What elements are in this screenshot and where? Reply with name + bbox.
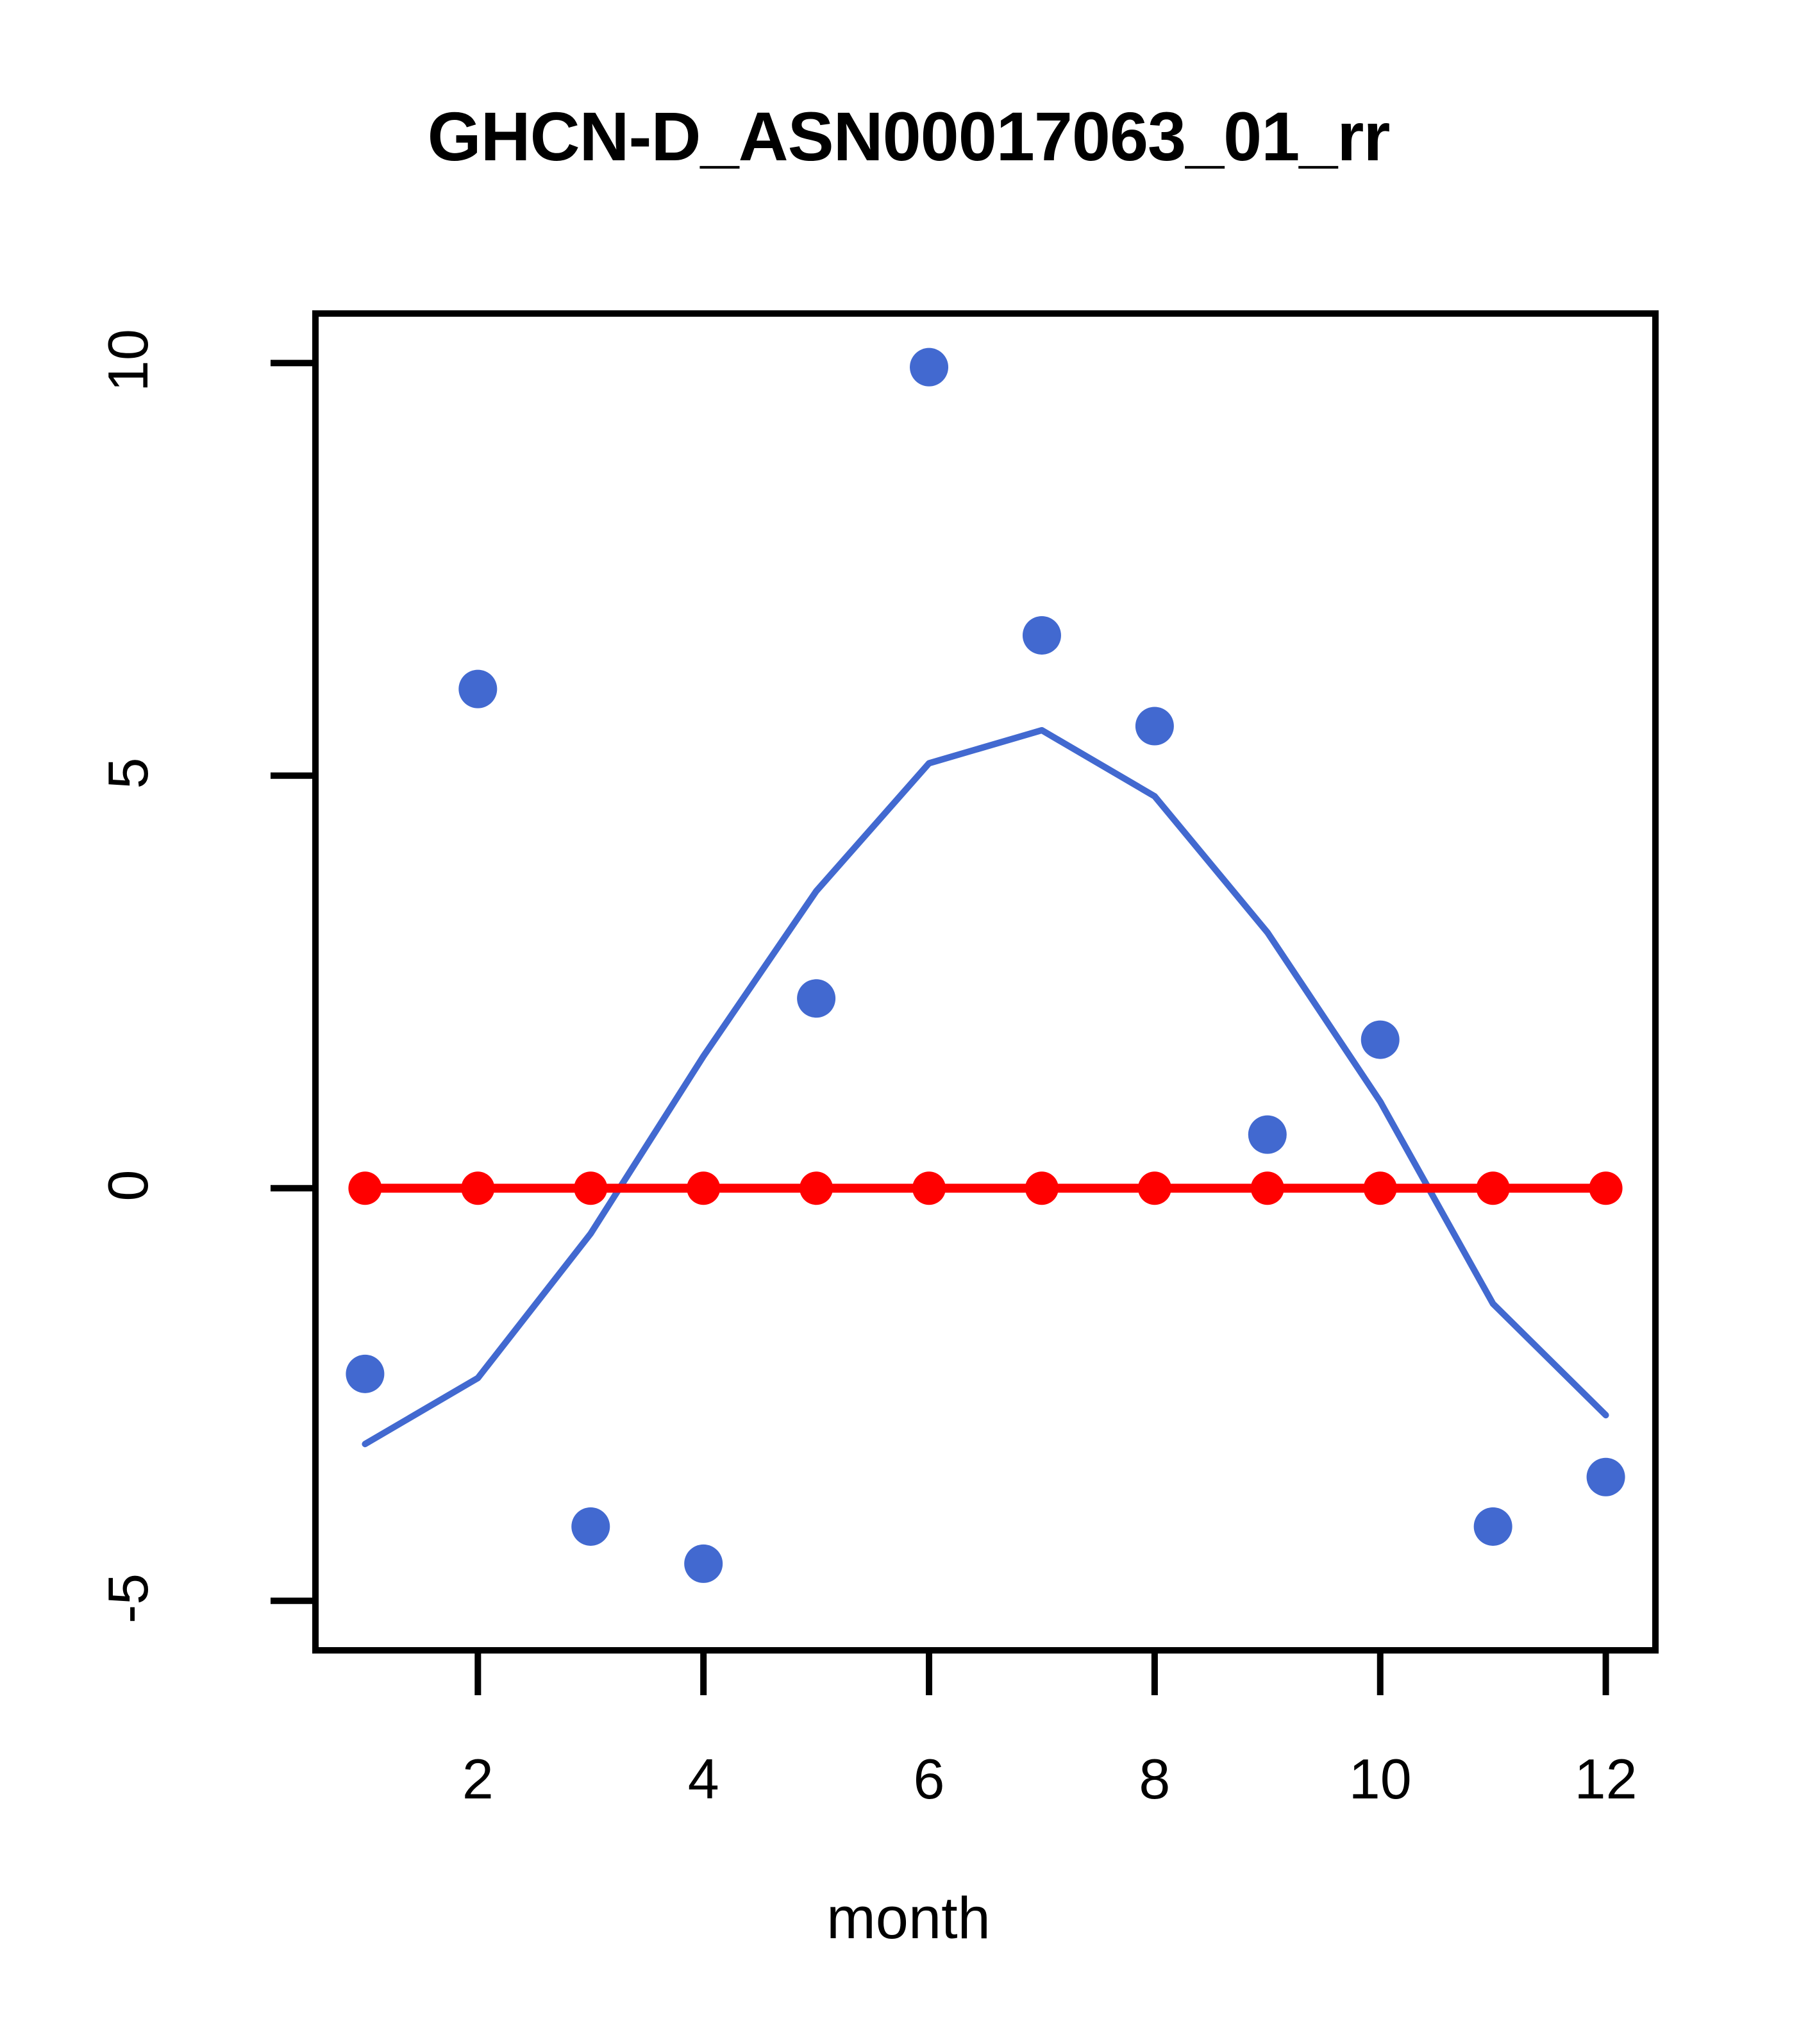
- data-point: [797, 979, 836, 1018]
- plot-box: [312, 310, 1659, 1654]
- zero-reference-point: [1589, 1171, 1623, 1205]
- zero-reference-point: [1025, 1171, 1059, 1205]
- data-point: [1473, 1507, 1512, 1546]
- y-axis-tick-label: -5: [96, 1573, 160, 1623]
- zero-reference-point: [1363, 1171, 1397, 1205]
- y-axis-tick-label: 10: [96, 329, 160, 392]
- observed-data-points: [346, 348, 1625, 1583]
- zero-reference-point: [1137, 1171, 1171, 1205]
- x-axis-tick-label: 6: [913, 1747, 945, 1811]
- x-axis-tick-label: 4: [687, 1747, 719, 1811]
- zero-reference-point: [1476, 1171, 1510, 1205]
- zero-reference-points: [348, 1171, 1623, 1205]
- x-axis-label: month: [826, 1886, 991, 1951]
- data-point: [1022, 616, 1061, 655]
- x-axis-tick-label: 2: [462, 1747, 494, 1811]
- data-point: [1135, 707, 1174, 746]
- zero-reference-point: [800, 1171, 833, 1205]
- y-axis-tick-label: 5: [96, 757, 160, 789]
- data-point: [910, 348, 949, 387]
- x-axis-tick-label: 8: [1139, 1747, 1171, 1811]
- x-axis-tick-label: 12: [1574, 1747, 1637, 1811]
- data-point: [458, 669, 498, 708]
- data-point: [346, 1354, 385, 1393]
- zero-reference-point: [912, 1171, 946, 1205]
- zero-reference-point: [348, 1171, 382, 1205]
- data-point: [1248, 1115, 1287, 1154]
- zero-reference-point: [461, 1171, 495, 1205]
- smoothed-trend-line: [362, 726, 1609, 1448]
- y-axis-ticks: [271, 360, 315, 1604]
- y-axis-tick-label: 0: [96, 1169, 160, 1202]
- data-point: [571, 1507, 610, 1546]
- data-point: [684, 1544, 723, 1583]
- chart-title: GHCN-D_ASN00017063_01_rr: [427, 97, 1391, 175]
- zero-reference-point: [687, 1171, 721, 1205]
- zero-reference-point: [574, 1171, 608, 1205]
- x-axis-tick-label: 10: [1348, 1747, 1412, 1811]
- zero-reference-point: [1250, 1171, 1284, 1205]
- data-point: [1586, 1457, 1625, 1496]
- x-axis-ticks: [474, 1650, 1609, 1695]
- data-point: [1361, 1020, 1400, 1059]
